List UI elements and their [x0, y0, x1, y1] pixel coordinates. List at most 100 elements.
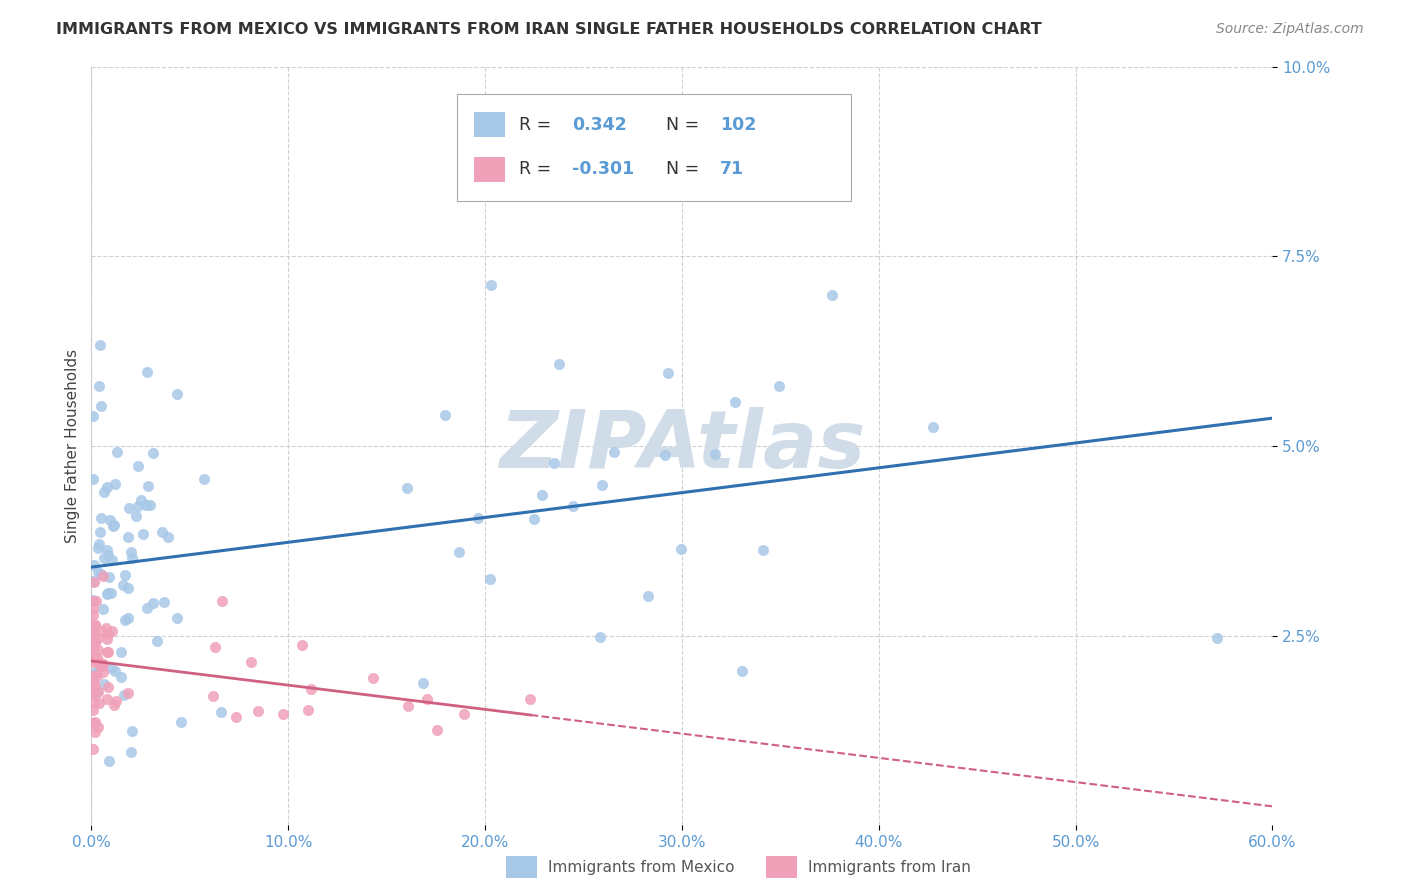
Point	[89, 378, 111, 392]
Point	[166, 387, 188, 401]
Point	[921, 420, 943, 434]
Point	[89, 658, 111, 673]
Point	[83, 683, 105, 698]
Point	[86, 669, 108, 683]
Point	[121, 551, 143, 566]
Point	[87, 685, 110, 699]
Point	[96, 692, 118, 706]
Point	[114, 688, 136, 702]
Point	[91, 665, 114, 680]
Text: 0.342: 0.342	[572, 116, 627, 134]
Point	[479, 277, 502, 292]
Point	[83, 618, 105, 632]
Point	[543, 456, 565, 470]
Point	[121, 723, 143, 738]
Point	[142, 596, 165, 610]
Point	[96, 479, 118, 493]
Point	[361, 671, 384, 685]
Point	[97, 585, 120, 599]
Point	[82, 647, 104, 661]
Point	[82, 472, 104, 486]
Point	[82, 655, 104, 669]
Point	[98, 513, 121, 527]
Point	[105, 445, 128, 459]
Point	[447, 545, 470, 559]
Point	[101, 624, 124, 639]
Point	[86, 565, 108, 579]
Point	[152, 595, 174, 609]
Point	[84, 635, 107, 649]
Point	[82, 621, 104, 635]
Point	[83, 574, 105, 589]
Point	[240, 655, 263, 669]
Text: -0.301: -0.301	[572, 161, 634, 178]
Point	[89, 337, 111, 351]
Point	[118, 501, 141, 516]
Point	[120, 745, 142, 759]
Point	[225, 710, 247, 724]
Point	[129, 493, 152, 508]
Point	[453, 707, 475, 722]
Text: R =: R =	[519, 161, 551, 178]
Point	[204, 640, 226, 654]
Point	[86, 651, 108, 665]
Point	[127, 458, 149, 473]
Point	[104, 694, 127, 708]
Point	[82, 624, 104, 638]
Point	[136, 601, 159, 615]
Point	[82, 652, 104, 666]
Point	[591, 478, 613, 492]
Text: Immigrants from Iran: Immigrants from Iran	[808, 860, 972, 874]
Point	[211, 594, 233, 608]
Point	[104, 664, 127, 678]
Point	[82, 669, 104, 683]
Point	[82, 594, 104, 608]
Point	[87, 655, 110, 669]
Point	[299, 681, 322, 696]
Point	[82, 593, 104, 607]
Point	[86, 685, 108, 699]
Point	[100, 661, 122, 675]
Point	[93, 551, 115, 566]
Point	[271, 706, 294, 721]
Point	[637, 589, 659, 603]
Point	[87, 537, 110, 551]
Point	[82, 675, 104, 690]
Point	[83, 679, 105, 693]
Point	[1205, 631, 1227, 645]
Point	[103, 698, 125, 712]
Point	[82, 602, 104, 616]
Point	[90, 566, 112, 581]
Point	[731, 664, 754, 678]
Point	[96, 627, 118, 641]
Point	[101, 553, 124, 567]
Text: N =: N =	[666, 161, 700, 178]
Point	[96, 587, 118, 601]
Point	[82, 669, 104, 683]
Point	[752, 543, 775, 558]
Point	[84, 665, 107, 679]
Point	[396, 481, 419, 495]
Y-axis label: Single Father Households: Single Father Households	[65, 349, 80, 543]
Text: 71: 71	[720, 161, 744, 178]
Point	[589, 630, 612, 644]
Point	[110, 670, 132, 684]
Point	[125, 509, 148, 524]
Point	[82, 608, 104, 623]
Point	[654, 449, 676, 463]
Point	[82, 626, 104, 640]
Text: Immigrants from Mexico: Immigrants from Mexico	[548, 860, 735, 874]
Point	[96, 681, 118, 695]
Point	[93, 602, 115, 616]
Point	[768, 379, 790, 393]
Point	[723, 395, 745, 409]
Point	[91, 657, 114, 671]
Text: Source: ZipAtlas.com: Source: ZipAtlas.com	[1216, 22, 1364, 37]
Point	[209, 706, 232, 720]
Point	[114, 568, 136, 582]
Point	[120, 545, 142, 559]
Point	[83, 725, 105, 739]
Point	[103, 518, 125, 533]
Point	[96, 645, 118, 659]
Point	[96, 543, 118, 558]
